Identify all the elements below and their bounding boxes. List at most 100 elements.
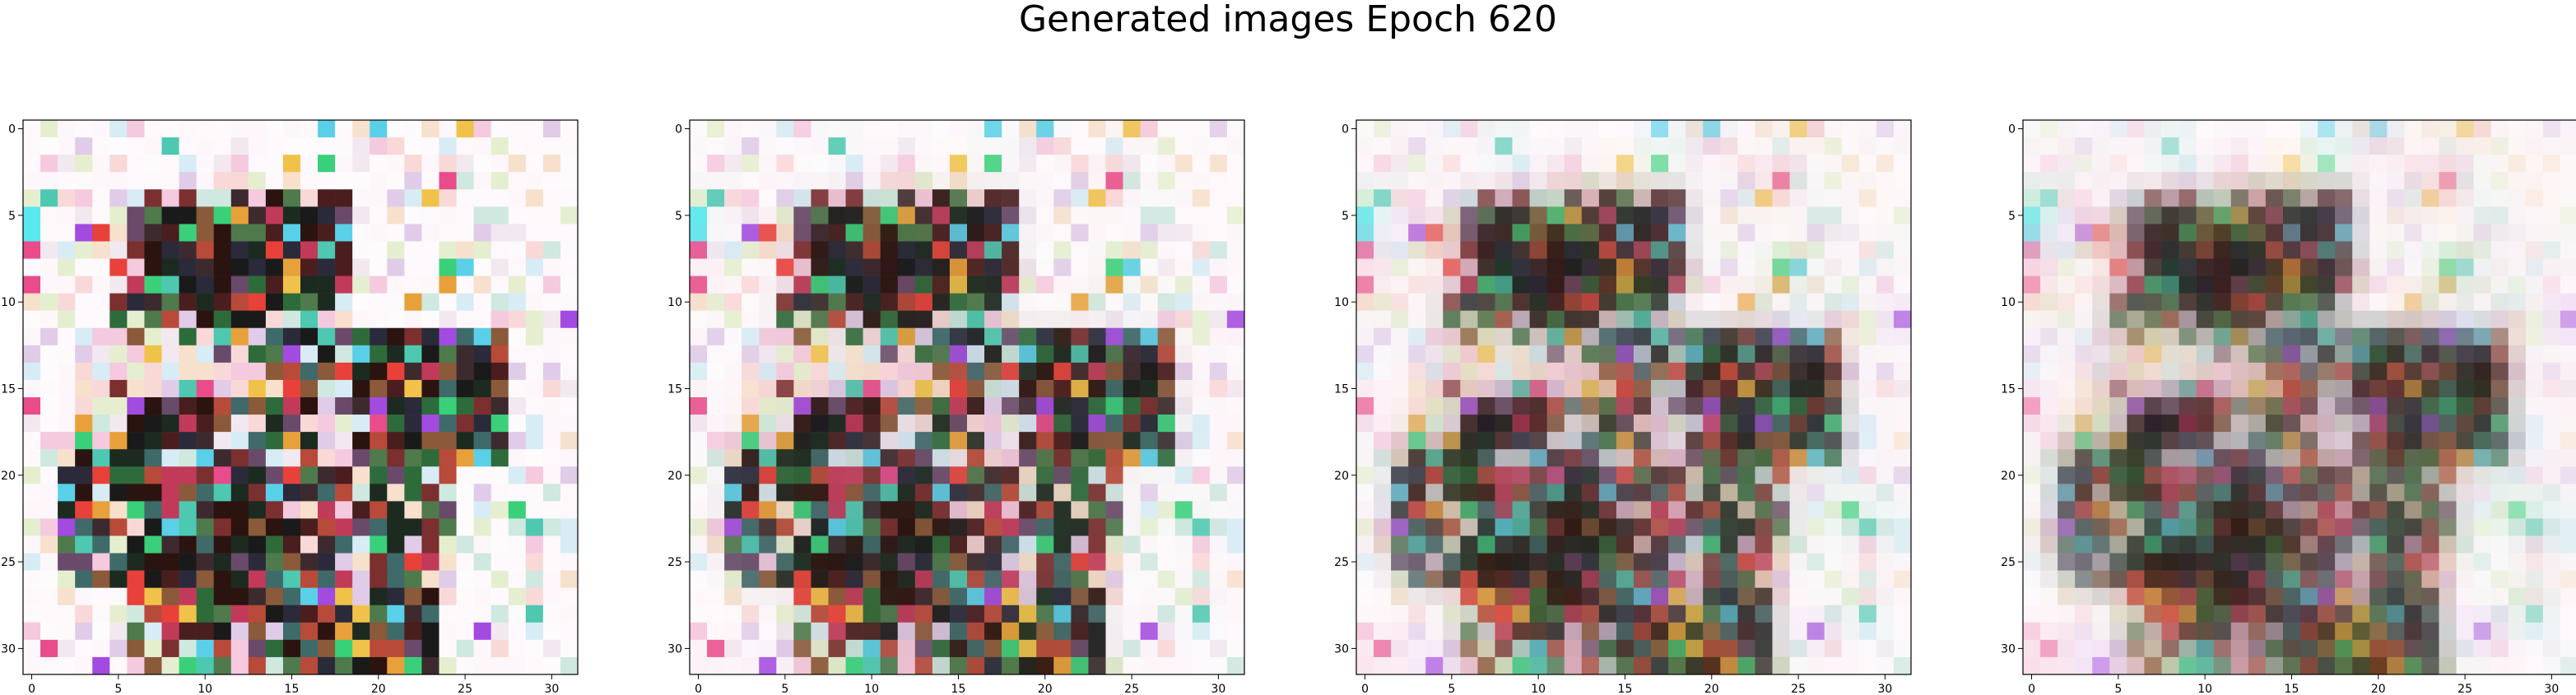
pixel-cell xyxy=(370,120,388,138)
pixel-cell xyxy=(1755,224,1773,242)
pixel-cell xyxy=(863,172,881,190)
pixel-cell xyxy=(2161,206,2179,225)
pixel-cell xyxy=(984,189,1002,207)
pixel-cell xyxy=(1893,258,1912,276)
pixel-cell xyxy=(491,155,509,173)
pixel-cell xyxy=(2300,587,2318,606)
pixel-cell xyxy=(2508,535,2527,554)
pixel-cell xyxy=(1425,189,1444,207)
pixel-cell xyxy=(1651,449,1669,467)
pixel-cell xyxy=(1598,432,1617,450)
pixel-cell xyxy=(300,397,319,415)
pixel-cell xyxy=(897,189,916,207)
pixel-cell xyxy=(2542,258,2561,276)
pixel-cell xyxy=(1053,258,1072,276)
pixel-cell xyxy=(1425,397,1444,415)
pixel-cell xyxy=(2040,639,2058,658)
pixel-cell xyxy=(707,415,725,433)
pixel-cell xyxy=(1356,137,1374,155)
pixel-cell xyxy=(1053,206,1072,225)
pixel-cell xyxy=(776,206,794,225)
pixel-cell xyxy=(2473,415,2491,433)
pixel-cell xyxy=(282,605,301,623)
pixel-cell xyxy=(2439,327,2457,346)
pixel-cell xyxy=(2508,362,2527,381)
pixel-cell xyxy=(2508,484,2527,502)
pixel-cell xyxy=(2439,535,2457,554)
pixel-cell xyxy=(1876,155,1895,173)
pixel-cell xyxy=(2300,656,2318,675)
pixel-cell xyxy=(967,484,985,502)
pixel-cell xyxy=(196,415,214,433)
pixel-cell xyxy=(161,501,179,519)
pixel-cell xyxy=(1720,206,1738,225)
pixel-cell xyxy=(880,518,899,536)
pixel-cell xyxy=(2248,310,2267,329)
pixel-cell xyxy=(811,362,829,381)
pixel-cell xyxy=(230,570,249,588)
pixel-cell xyxy=(2560,570,2576,588)
pixel-cell xyxy=(1105,397,1123,415)
pixel-cell xyxy=(1703,172,1721,190)
pixel-cell xyxy=(1841,206,1860,225)
pixel-cell xyxy=(1772,466,1790,484)
pixel-cell xyxy=(1686,120,1704,138)
pixel-cell xyxy=(2473,327,2491,346)
pixel-cell xyxy=(863,258,881,276)
pixel-cell xyxy=(525,432,544,450)
pixel-cell xyxy=(690,155,708,173)
pixel-cell xyxy=(161,172,179,190)
pixel-cell xyxy=(845,137,863,155)
pixel-cell xyxy=(1858,345,1877,364)
pixel-cell xyxy=(109,310,128,329)
pixel-cell xyxy=(1546,189,1565,207)
pixel-cell xyxy=(1209,587,1228,606)
pixel-cell xyxy=(265,397,284,415)
pixel-cell xyxy=(1071,639,1089,658)
pixel-cell xyxy=(1495,518,1513,536)
pixel-cell xyxy=(949,345,968,364)
pixel-cell xyxy=(1425,206,1444,225)
pixel-cell xyxy=(404,241,422,259)
pixel-cell xyxy=(1460,570,1478,588)
pixel-cell xyxy=(2525,362,2544,381)
pixel-cell xyxy=(75,535,93,554)
pixel-cell xyxy=(793,258,811,276)
pixel-cell xyxy=(40,466,58,484)
pixel-cell xyxy=(127,535,145,554)
x-tick-label: 10 xyxy=(2197,683,2212,695)
pixel-cell xyxy=(282,570,301,588)
pixel-cell xyxy=(1495,206,1513,225)
pixel-cell xyxy=(1053,155,1072,173)
pixel-cell xyxy=(1088,327,1106,346)
pixel-cell xyxy=(248,189,267,207)
x-tick-label: 20 xyxy=(2371,683,2386,695)
pixel-cell xyxy=(92,189,110,207)
pixel-cell xyxy=(707,518,725,536)
pixel-cell xyxy=(897,622,916,641)
pixel-cell xyxy=(2196,466,2214,484)
pixel-cell xyxy=(2439,241,2457,259)
pixel-cell xyxy=(793,155,811,173)
pixel-cell xyxy=(248,484,267,502)
pixel-cell xyxy=(932,258,951,276)
pixel-cell xyxy=(2040,362,2058,381)
pixel-cell xyxy=(2421,484,2439,502)
pixel-cell xyxy=(265,327,284,346)
pixel-cell xyxy=(1157,293,1176,311)
pixel-cell xyxy=(1686,466,1704,484)
pixel-cell xyxy=(1123,415,1141,433)
pixel-cell xyxy=(144,293,162,311)
pixel-cell xyxy=(318,518,336,536)
pixel-cell xyxy=(2352,137,2370,155)
pixel-cell xyxy=(1105,484,1123,502)
pixel-cell xyxy=(75,379,93,398)
pixel-cell xyxy=(1737,622,1755,641)
pixel-cell xyxy=(1598,120,1617,138)
pixel-cell xyxy=(508,587,527,606)
pixel-cell xyxy=(2092,466,2110,484)
pixel-cell xyxy=(1651,345,1669,364)
pixel-cell xyxy=(1581,501,1600,519)
pixel-cell xyxy=(1140,415,1158,433)
pixel-cell xyxy=(213,553,232,571)
